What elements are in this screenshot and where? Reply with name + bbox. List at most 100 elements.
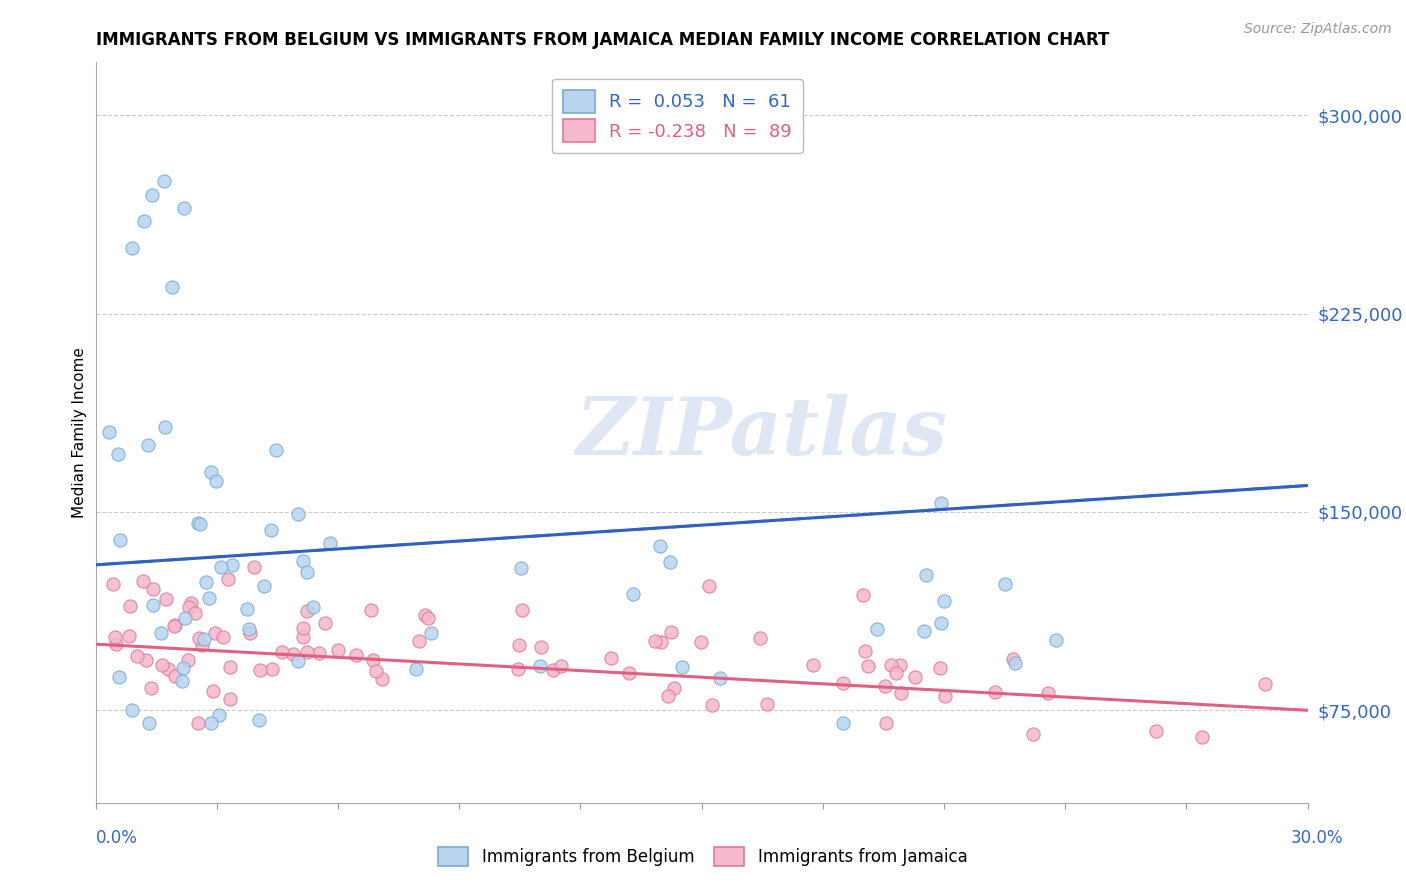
- Point: [187, 631, 209, 645]
- Point: [187, 716, 209, 731]
- Point: [221, 558, 243, 572]
- Point: [912, 624, 935, 639]
- Point: [165, 618, 187, 632]
- Point: [249, 664, 271, 678]
- Point: [142, 599, 165, 613]
- Point: [204, 626, 226, 640]
- Point: [931, 615, 953, 630]
- Point: [529, 658, 551, 673]
- Point: [121, 703, 143, 717]
- Point: [934, 689, 956, 703]
- Point: [125, 649, 148, 664]
- Point: [1144, 723, 1167, 738]
- Point: [1253, 677, 1275, 691]
- Point: [200, 465, 222, 479]
- Point: [243, 559, 266, 574]
- Point: [292, 621, 315, 635]
- Point: [506, 662, 529, 676]
- Legend: Immigrants from Belgium, Immigrants from Jamaica: Immigrants from Belgium, Immigrants from…: [432, 840, 974, 873]
- Point: [118, 629, 141, 643]
- Point: [209, 559, 232, 574]
- Point: [302, 599, 325, 614]
- Point: [929, 496, 952, 510]
- Point: [510, 560, 533, 574]
- Point: [344, 648, 367, 663]
- Point: [600, 651, 623, 665]
- Point: [851, 588, 873, 602]
- Point: [1022, 727, 1045, 741]
- Point: [247, 713, 270, 727]
- Point: [193, 632, 215, 646]
- Point: [983, 685, 1005, 699]
- Text: 30.0%: 30.0%: [1291, 829, 1343, 847]
- Legend: R =  0.053   N =  61, R = -0.238   N =  89: R = 0.053 N = 61, R = -0.238 N = 89: [551, 78, 803, 153]
- Point: [150, 625, 173, 640]
- Point: [153, 174, 176, 188]
- Text: Source: ZipAtlas.com: Source: ZipAtlas.com: [1244, 22, 1392, 37]
- Point: [107, 446, 129, 460]
- Point: [264, 443, 287, 458]
- Text: ZIPatlas: ZIPatlas: [576, 394, 948, 471]
- Point: [157, 662, 180, 676]
- Point: [831, 676, 853, 690]
- Point: [658, 555, 681, 569]
- Point: [295, 604, 318, 618]
- Point: [177, 653, 200, 667]
- Point: [287, 654, 309, 668]
- Point: [360, 603, 382, 617]
- Point: [155, 592, 177, 607]
- Point: [550, 658, 572, 673]
- Point: [659, 625, 682, 640]
- Point: [208, 708, 231, 723]
- Point: [173, 201, 195, 215]
- Point: [648, 539, 671, 553]
- Y-axis label: Median Family Income: Median Family Income: [72, 347, 87, 518]
- Point: [709, 671, 731, 685]
- Point: [197, 591, 219, 606]
- Text: 0.0%: 0.0%: [96, 829, 138, 847]
- Point: [319, 536, 342, 550]
- Point: [101, 577, 124, 591]
- Point: [142, 582, 165, 597]
- Point: [418, 611, 440, 625]
- Point: [1191, 730, 1213, 744]
- Point: [748, 631, 770, 645]
- Point: [621, 587, 644, 601]
- Point: [155, 419, 177, 434]
- Point: [934, 594, 956, 608]
- Point: [326, 643, 349, 657]
- Point: [162, 280, 184, 294]
- Point: [873, 679, 896, 693]
- Point: [875, 716, 897, 731]
- Point: [236, 602, 259, 616]
- Point: [270, 645, 292, 659]
- Point: [291, 630, 314, 644]
- Point: [508, 638, 530, 652]
- Point: [994, 577, 1017, 591]
- Point: [287, 507, 309, 521]
- Point: [915, 567, 938, 582]
- Point: [314, 615, 336, 630]
- Point: [104, 630, 127, 644]
- Point: [238, 622, 260, 636]
- Point: [260, 662, 283, 676]
- Point: [541, 663, 564, 677]
- Point: [239, 626, 262, 640]
- Point: [364, 664, 387, 678]
- Point: [135, 653, 157, 667]
- Point: [530, 640, 553, 654]
- Point: [98, 425, 121, 439]
- Point: [187, 516, 209, 530]
- Point: [697, 579, 720, 593]
- Point: [138, 716, 160, 731]
- Point: [292, 554, 315, 568]
- Point: [172, 660, 194, 674]
- Point: [1004, 656, 1026, 670]
- Point: [253, 579, 276, 593]
- Point: [170, 673, 193, 688]
- Point: [184, 606, 207, 620]
- Point: [212, 630, 235, 644]
- Point: [617, 665, 640, 680]
- Point: [886, 665, 908, 680]
- Point: [141, 187, 163, 202]
